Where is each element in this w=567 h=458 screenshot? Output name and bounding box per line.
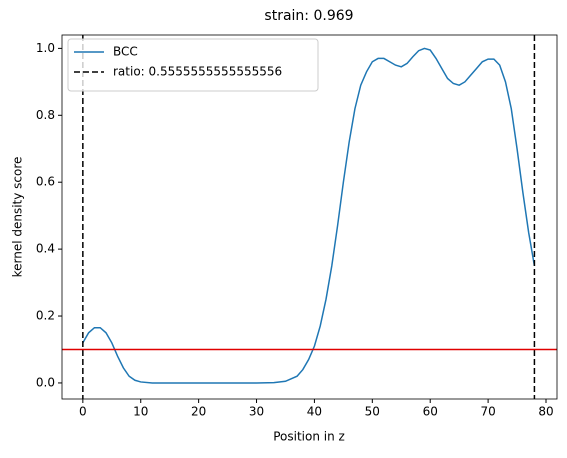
legend-label: BCC bbox=[113, 45, 138, 59]
x-tick-label: 80 bbox=[538, 405, 553, 419]
y-tick-label: 1.0 bbox=[36, 41, 55, 55]
y-axis-label: kernel density score bbox=[11, 157, 25, 278]
x-tick-label: 30 bbox=[249, 405, 264, 419]
y-tick-label: 0.0 bbox=[36, 375, 55, 389]
chart-title: strain: 0.969 bbox=[264, 8, 353, 24]
x-tick-label: 10 bbox=[133, 405, 148, 419]
legend-box bbox=[67, 38, 319, 92]
y-tick-label: 0.6 bbox=[36, 175, 55, 189]
x-axis-label: Position in z bbox=[273, 430, 345, 444]
y-tick-label: 0.2 bbox=[36, 309, 55, 323]
x-tick-label: 20 bbox=[191, 405, 206, 419]
y-tick-label: 0.8 bbox=[36, 108, 55, 122]
x-tick-label: 50 bbox=[365, 405, 380, 419]
y-tick-label: 0.4 bbox=[36, 242, 55, 256]
x-tick-label: 60 bbox=[423, 405, 438, 419]
x-tick-label: 40 bbox=[307, 405, 322, 419]
x-tick-label: 70 bbox=[480, 405, 495, 419]
x-tick-label: 0 bbox=[79, 405, 87, 419]
legend-label: ratio: 0.5555555555555556 bbox=[113, 65, 282, 79]
plot-frame bbox=[61, 34, 558, 400]
data-line bbox=[82, 47, 536, 384]
